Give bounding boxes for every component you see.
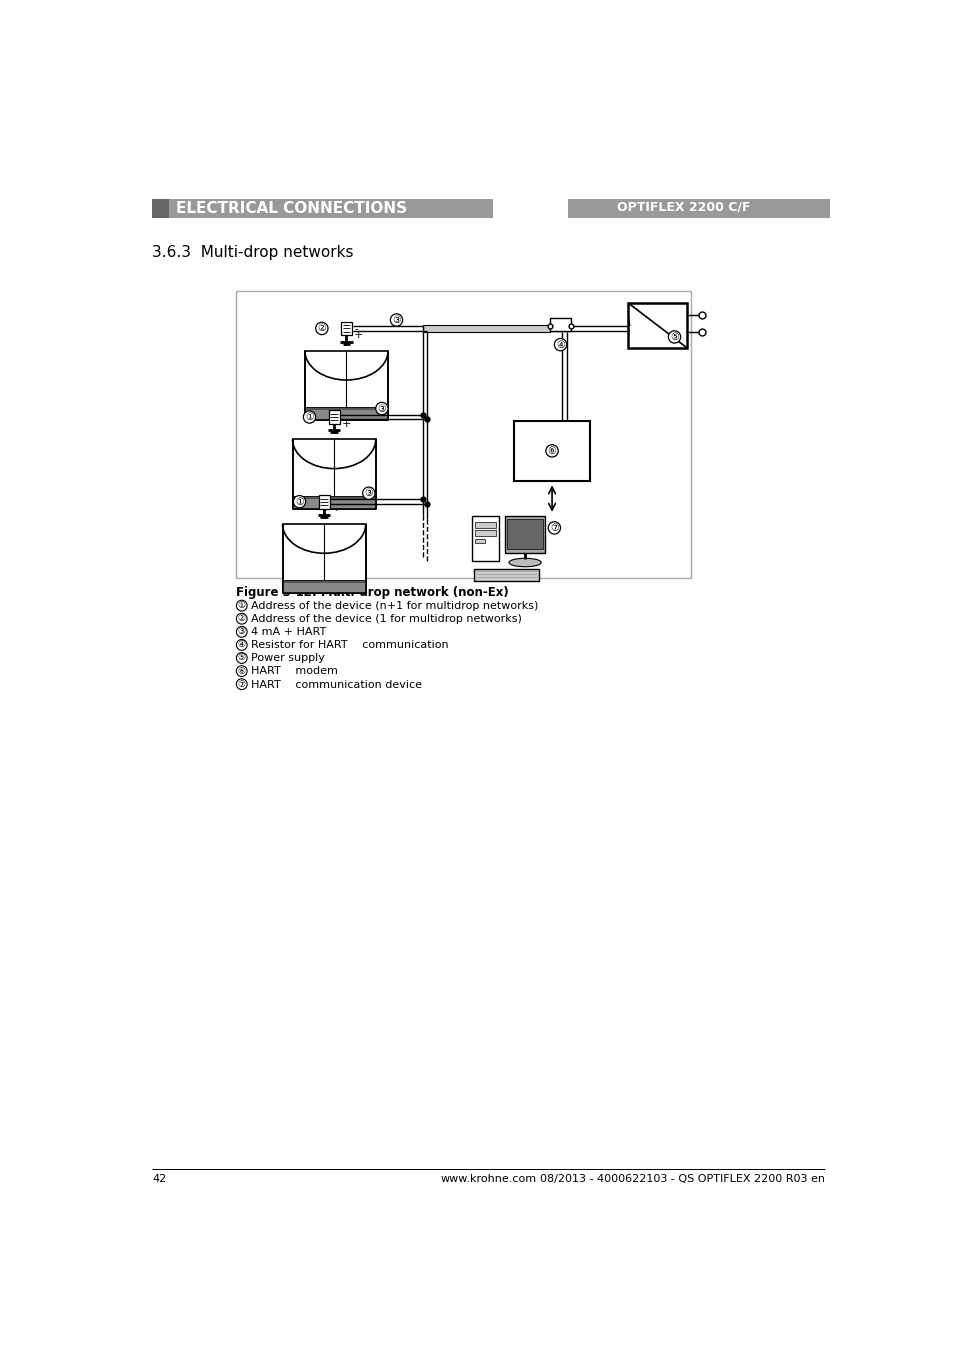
- Text: 42: 42: [152, 1174, 167, 1183]
- Circle shape: [315, 323, 328, 335]
- Text: ④: ④: [556, 339, 564, 350]
- Circle shape: [303, 411, 315, 423]
- Text: 3: 3: [156, 200, 165, 213]
- Bar: [423, 324, 549, 332]
- Text: ⑥: ⑥: [237, 666, 246, 676]
- Circle shape: [236, 627, 247, 638]
- Text: Power supply: Power supply: [251, 654, 325, 663]
- Bar: [472, 516, 498, 561]
- Text: Figure 3-12: Multi-drop network (non-Ex): Figure 3-12: Multi-drop network (non-Ex): [235, 585, 508, 598]
- Text: ③: ③: [392, 315, 400, 326]
- Text: Address of the device (n+1 for multidrop networks): Address of the device (n+1 for multidrop…: [251, 601, 537, 611]
- Text: 08/2013 - 4000622103 - QS OPTIFLEX 2200 R03 en: 08/2013 - 4000622103 - QS OPTIFLEX 2200 …: [539, 1174, 824, 1183]
- Bar: [504, 516, 544, 554]
- Text: ③: ③: [237, 627, 246, 636]
- Text: Resistor for HART  communication: Resistor for HART communication: [251, 640, 448, 650]
- Circle shape: [236, 666, 247, 677]
- Bar: [318, 494, 329, 508]
- Circle shape: [548, 521, 560, 534]
- Text: www.krohne.com: www.krohne.com: [440, 1174, 537, 1183]
- Circle shape: [236, 613, 247, 624]
- Text: ④: ④: [237, 640, 246, 650]
- Bar: [507, 519, 542, 550]
- Circle shape: [293, 496, 305, 508]
- Text: ①: ①: [294, 497, 304, 507]
- Text: -: -: [354, 324, 357, 334]
- Text: -: -: [631, 307, 636, 319]
- Circle shape: [554, 339, 566, 351]
- Bar: [475, 523, 496, 528]
- Circle shape: [236, 653, 247, 663]
- Text: ②: ②: [237, 615, 246, 623]
- Text: 4 mA + HART: 4 mA + HART: [251, 627, 326, 638]
- Text: -: -: [332, 497, 335, 507]
- Bar: [329, 411, 339, 424]
- Bar: [235, 292, 691, 578]
- Bar: [475, 530, 496, 535]
- Text: ③: ③: [377, 404, 386, 413]
- Bar: [293, 496, 375, 499]
- Bar: [568, 199, 829, 218]
- Circle shape: [236, 678, 247, 689]
- Text: ⑥: ⑥: [547, 446, 556, 455]
- Text: +: +: [341, 419, 351, 428]
- Text: ①: ①: [237, 601, 246, 611]
- Text: Address of the device (1 for multidrop networks): Address of the device (1 for multidrop n…: [251, 615, 521, 624]
- Bar: [549, 319, 571, 331]
- Bar: [305, 411, 388, 420]
- Text: 3.6.3  Multi-drop networks: 3.6.3 Multi-drop networks: [152, 246, 354, 261]
- Circle shape: [545, 444, 558, 457]
- Text: -: -: [341, 412, 345, 423]
- Circle shape: [236, 600, 247, 611]
- Bar: [473, 569, 538, 581]
- Bar: [475, 539, 484, 543]
- Circle shape: [362, 488, 375, 500]
- Bar: [282, 580, 365, 584]
- Text: HART  modem: HART modem: [251, 666, 337, 677]
- Text: HART  communication device: HART communication device: [251, 680, 421, 689]
- Text: ⑤: ⑤: [237, 654, 246, 662]
- Bar: [282, 524, 365, 593]
- Text: ②: ②: [317, 323, 326, 334]
- Text: ⑦: ⑦: [550, 523, 558, 532]
- Bar: [305, 407, 388, 411]
- Text: ③: ③: [364, 488, 373, 499]
- Text: ①: ①: [305, 412, 314, 422]
- Bar: [170, 199, 493, 218]
- Bar: [293, 499, 375, 508]
- Text: ⑤: ⑤: [669, 332, 679, 342]
- Text: +: +: [354, 330, 363, 340]
- Circle shape: [236, 639, 247, 650]
- Bar: [293, 439, 375, 508]
- Text: +: +: [332, 503, 341, 513]
- Bar: [341, 322, 352, 335]
- Circle shape: [390, 313, 402, 326]
- Text: ⑦: ⑦: [237, 680, 246, 689]
- Text: +: +: [632, 331, 643, 345]
- Bar: [628, 303, 686, 347]
- Bar: [305, 351, 388, 420]
- Ellipse shape: [508, 558, 540, 567]
- Bar: [282, 584, 365, 593]
- Circle shape: [668, 331, 679, 343]
- Text: ELECTRICAL CONNECTIONS: ELECTRICAL CONNECTIONS: [175, 200, 406, 216]
- Bar: [514, 422, 589, 481]
- Circle shape: [375, 403, 388, 415]
- Text: OPTIFLEX 2200 C/F: OPTIFLEX 2200 C/F: [617, 200, 750, 213]
- Bar: [152, 199, 170, 218]
